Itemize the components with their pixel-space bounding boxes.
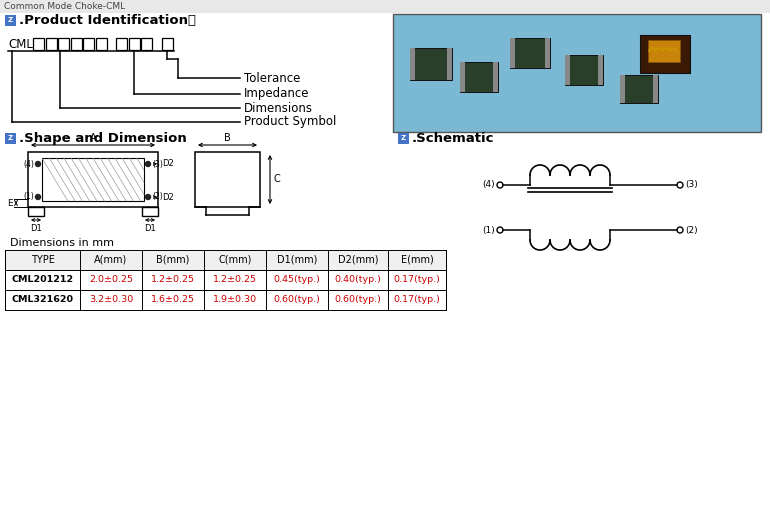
Bar <box>493 62 498 92</box>
Text: E(mm): E(mm) <box>400 255 434 265</box>
Bar <box>5 133 16 144</box>
Bar <box>620 75 658 103</box>
Text: Dimensions in mm: Dimensions in mm <box>10 238 114 248</box>
Text: D2(mm): D2(mm) <box>338 255 378 265</box>
Text: (4): (4) <box>482 180 495 190</box>
Bar <box>195 152 260 207</box>
Text: (3): (3) <box>685 180 698 190</box>
Text: D2: D2 <box>162 192 174 202</box>
Text: B(mm): B(mm) <box>156 255 189 265</box>
Text: Common Mode Choke-CML: Common Mode Choke-CML <box>4 2 125 11</box>
Bar <box>5 15 16 26</box>
Text: CML201212: CML201212 <box>12 276 74 284</box>
Text: A: A <box>89 133 96 143</box>
Text: E: E <box>8 199 13 207</box>
Bar <box>116 38 127 50</box>
Bar <box>0 0 770 13</box>
Bar <box>71 38 82 50</box>
Bar <box>83 38 94 50</box>
Bar <box>447 48 452 80</box>
Text: D1: D1 <box>144 224 156 233</box>
Bar <box>410 48 415 80</box>
Circle shape <box>146 162 150 167</box>
Bar <box>460 62 465 92</box>
Bar <box>398 133 409 144</box>
Text: 0.60(typ.): 0.60(typ.) <box>273 295 320 304</box>
Bar <box>28 207 44 216</box>
Bar <box>393 14 761 132</box>
Text: D2: D2 <box>162 159 174 168</box>
Text: (2): (2) <box>685 226 698 234</box>
Bar <box>510 38 550 68</box>
Bar <box>5 250 446 270</box>
Bar <box>95 38 106 50</box>
Text: 2.0±0.25: 2.0±0.25 <box>89 276 133 284</box>
Text: Tolerance: Tolerance <box>244 71 300 84</box>
Text: D1: D1 <box>30 224 42 233</box>
Bar <box>45 38 56 50</box>
Bar <box>142 207 158 216</box>
Text: 1.2±0.25: 1.2±0.25 <box>151 276 195 284</box>
Bar <box>33 38 44 50</box>
Text: Z: Z <box>8 18 13 23</box>
Text: 0.17(typ.): 0.17(typ.) <box>393 295 440 304</box>
Bar <box>410 48 452 80</box>
Text: .Schematic: .Schematic <box>412 132 494 145</box>
Bar <box>129 38 139 50</box>
Text: B: B <box>224 133 231 143</box>
Text: TYPE: TYPE <box>31 255 55 265</box>
Text: Impedance: Impedance <box>244 88 310 101</box>
Text: 1.2±0.25: 1.2±0.25 <box>213 276 257 284</box>
Text: .Product Identification：: .Product Identification： <box>19 14 196 27</box>
Text: (4): (4) <box>23 159 34 168</box>
Text: (2): (2) <box>152 192 162 202</box>
Text: 1.9±0.30: 1.9±0.30 <box>213 295 257 304</box>
Bar <box>58 38 69 50</box>
Circle shape <box>35 194 41 200</box>
Bar <box>5 290 446 310</box>
Bar <box>460 62 498 92</box>
Text: D1(mm): D1(mm) <box>276 255 317 265</box>
Bar <box>685 35 690 73</box>
Circle shape <box>35 162 41 167</box>
Text: C(mm): C(mm) <box>219 255 252 265</box>
Text: 0.45(typ.): 0.45(typ.) <box>273 276 320 284</box>
Bar <box>620 75 625 103</box>
Bar <box>545 38 550 68</box>
Text: Dimensions: Dimensions <box>244 102 313 115</box>
Bar <box>648 40 680 62</box>
Text: .Shape and Dimension: .Shape and Dimension <box>19 132 187 145</box>
Text: CML: CML <box>8 38 33 51</box>
Bar <box>5 270 446 290</box>
Text: (1): (1) <box>23 192 34 202</box>
Text: 3.2±0.30: 3.2±0.30 <box>89 295 133 304</box>
Bar <box>42 158 144 201</box>
Text: 1.6±0.25: 1.6±0.25 <box>151 295 195 304</box>
Bar <box>565 55 603 85</box>
Circle shape <box>146 194 150 200</box>
Bar <box>565 55 570 85</box>
Text: 0.17(typ.): 0.17(typ.) <box>393 276 440 284</box>
Text: C: C <box>273 175 280 184</box>
Bar <box>162 38 172 50</box>
Bar <box>510 38 515 68</box>
Text: 0.40(typ.): 0.40(typ.) <box>334 276 381 284</box>
Bar <box>141 38 152 50</box>
Text: (1): (1) <box>482 226 495 234</box>
Text: 0.60(typ.): 0.60(typ.) <box>334 295 381 304</box>
Text: (3): (3) <box>152 159 163 168</box>
Bar <box>653 75 658 103</box>
Bar <box>28 152 158 207</box>
Text: CML321620: CML321620 <box>12 295 73 304</box>
Bar <box>598 55 603 85</box>
Bar <box>640 35 690 73</box>
Text: Z: Z <box>401 135 406 142</box>
Text: A(mm): A(mm) <box>95 255 128 265</box>
Text: Product Symbol: Product Symbol <box>244 116 336 129</box>
Bar <box>640 35 645 73</box>
Bar <box>640 35 690 73</box>
Text: Z: Z <box>8 135 13 142</box>
